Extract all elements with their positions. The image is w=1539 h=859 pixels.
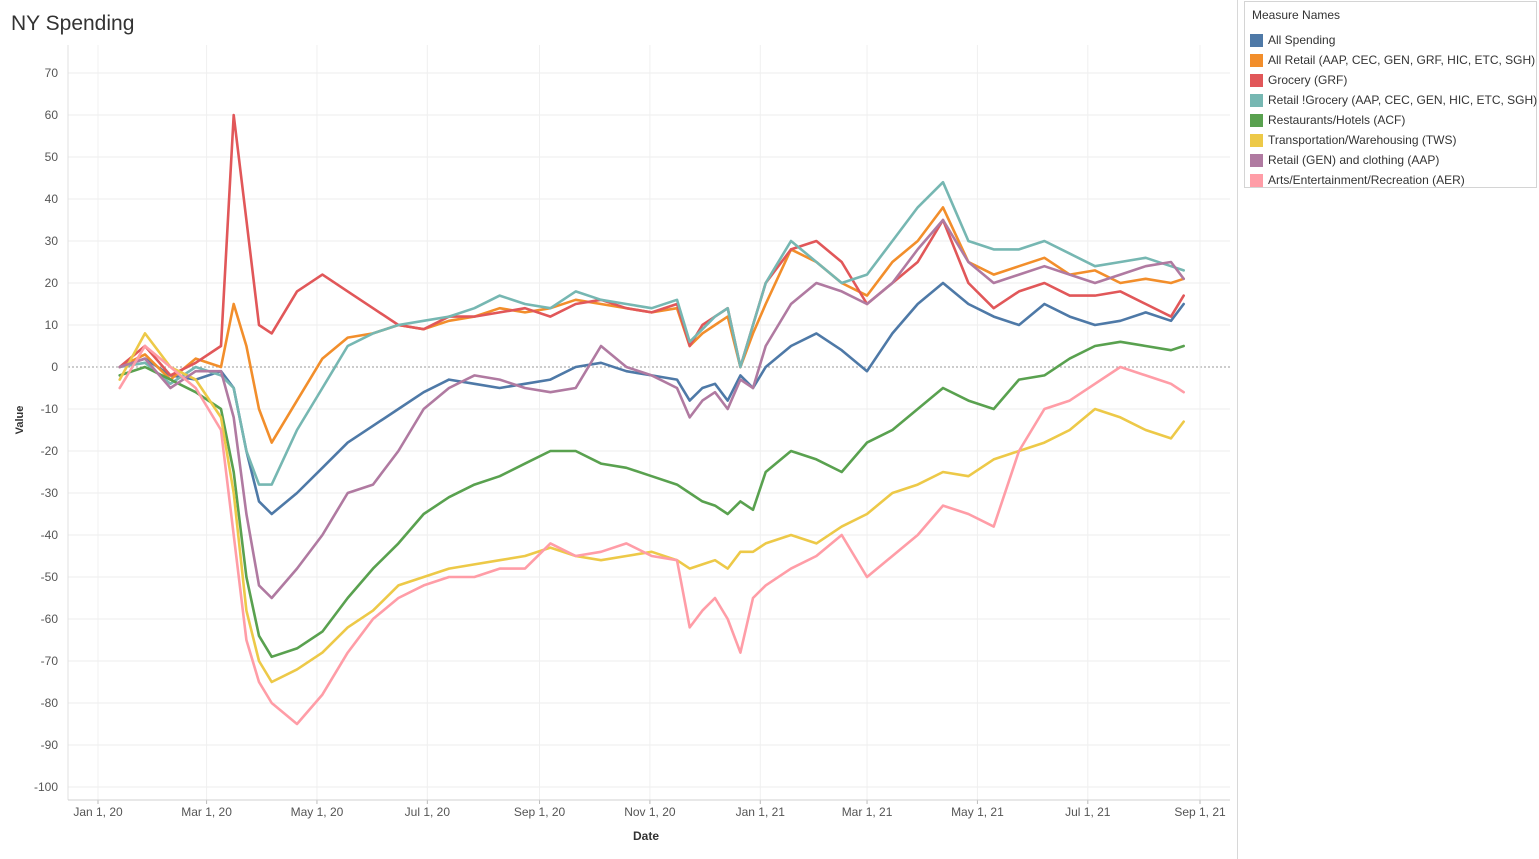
legend-item[interactable]: Retail (GEN) and clothing (AAP) [1250,152,1535,170]
y-tick-label: -20 [41,444,59,458]
y-tick-label: 20 [45,276,59,290]
legend-label: Retail !Grocery (AAP, CEC, GEN, HIC, ETC… [1268,93,1537,107]
legend-swatch [1250,114,1263,127]
legend-swatch [1250,54,1263,67]
y-tick-label: 50 [45,150,59,164]
legend-swatch [1250,134,1263,147]
x-tick-label: Sep 1, 21 [1174,805,1226,819]
legend-label: Transportation/Warehousing (TWS) [1268,133,1457,147]
x-tick-label: Sep 1, 20 [514,805,566,819]
y-tick-label: -10 [41,402,59,416]
y-tick-label: -60 [41,612,59,626]
legend-swatch [1250,174,1263,187]
series-line-3 [120,115,1184,375]
legend-item[interactable]: Retail !Grocery (AAP, CEC, GEN, HIC, ETC… [1250,92,1535,110]
legend-label: Grocery (GRF) [1268,73,1347,87]
legend-label: All Spending [1268,33,1335,47]
y-tick-label: 60 [45,108,59,122]
legend-item[interactable]: Transportation/Warehousing (TWS) [1250,132,1535,150]
legend-item[interactable]: All Spending [1250,32,1535,50]
y-tick-label: -30 [41,486,59,500]
series-line-4 [120,182,1184,484]
x-tick-label: Nov 1, 20 [624,805,676,819]
y-tick-label: 0 [51,360,58,374]
series-line-5 [120,342,1184,657]
legend-label: Retail (GEN) and clothing (AAP) [1268,153,1439,167]
legend-item[interactable]: All Retail (AAP, CEC, GEN, GRF, HIC, ETC… [1250,52,1535,70]
legend-label: Arts/Entertainment/Recreation (AER) [1268,173,1465,187]
x-tick-label: May 1, 20 [291,805,344,819]
series-lines [120,115,1184,724]
legend-swatch [1250,34,1263,47]
y-tick-label: -40 [41,528,59,542]
legend-item[interactable]: Grocery (GRF) [1250,72,1535,90]
x-tick-label: Jan 1, 21 [736,805,786,819]
y-tick-label: 70 [45,66,59,80]
x-tick-label: Jul 1, 21 [1065,805,1111,819]
x-axis-label: Date [633,829,659,843]
y-tick-label: 10 [45,318,59,332]
legend-item[interactable]: Restaurants/Hotels (ACF) [1250,112,1535,130]
series-line-1 [120,283,1184,514]
legend-label: All Retail (AAP, CEC, GEN, GRF, HIC, ETC… [1268,53,1535,67]
y-axis-label: Value [14,406,26,435]
y-tick-label: 30 [45,234,59,248]
legend-swatch [1250,154,1263,167]
y-tick-label: -70 [41,654,59,668]
y-tick-label: 40 [45,192,59,206]
grid [68,45,1230,800]
x-tick-label: Mar 1, 21 [842,805,893,819]
legend-item[interactable]: Arts/Entertainment/Recreation (AER) [1250,172,1535,190]
y-tick-label: -90 [41,738,59,752]
x-tick-label: May 1, 21 [951,805,1004,819]
y-tick-label: -50 [41,570,59,584]
legend-swatch [1250,94,1263,107]
x-tick-label: Mar 1, 20 [181,805,232,819]
legend-title: Measure Names [1252,8,1340,22]
line-chart: 70 60 50 40 30 20 10 0 -10 -20 -30 -40 -50 -60 -70 -80 -… [0,0,1238,859]
legend: Measure Names All Spending All Retail (AA… [1244,1,1537,188]
y-tick-label: -100 [34,780,58,794]
legend-swatch [1250,74,1263,87]
legend-label: Restaurants/Hotels (ACF) [1268,113,1405,127]
x-tick-label: Jan 1, 20 [73,805,123,819]
x-tick-label: Jul 1, 20 [405,805,451,819]
y-tick-label: -80 [41,696,59,710]
